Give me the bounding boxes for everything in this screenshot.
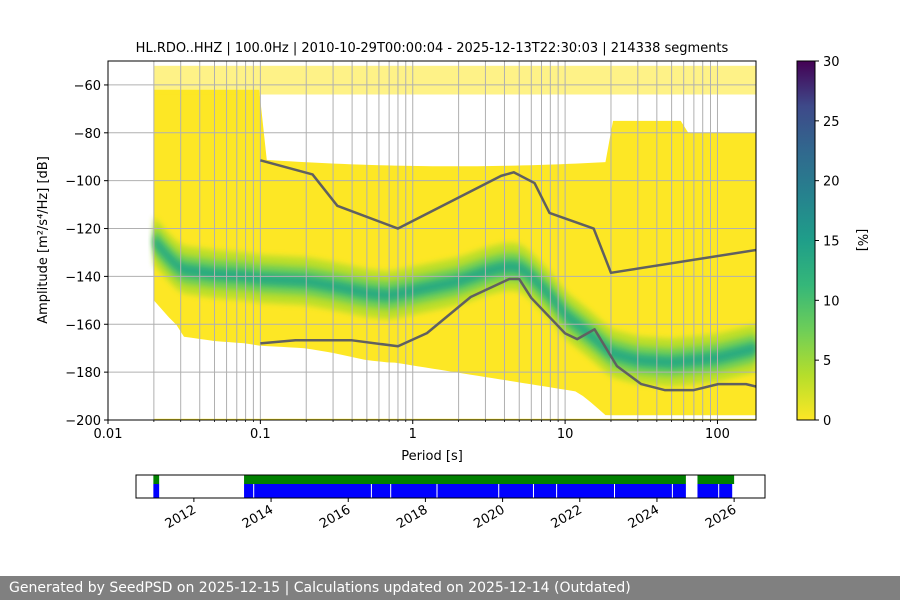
colorbar-tick-label: 30 — [823, 55, 840, 70]
x-axis-label: Period [s] — [401, 449, 463, 464]
y-tick-label: −180 — [65, 366, 101, 381]
colorbar-tick-label: 15 — [823, 235, 840, 250]
availability-segment-bottom — [153, 484, 160, 498]
timeline-tick-label: 2024 — [626, 502, 662, 532]
x-tick-label: 0.1 — [250, 427, 271, 442]
x-tick-label: 1 — [409, 427, 417, 442]
y-tick-label: −200 — [65, 414, 101, 429]
plot-area — [108, 61, 756, 420]
timeline-axis: 2012 2014 2016 2018 2020 2022 2024 2026 — [163, 498, 739, 532]
y-axis: −60 −80 −100 −120 −140 −160 −180 −200 — [65, 79, 108, 429]
chart-title: HL.RDO..HHZ | 100.0Hz | 2010-10-29T00:00… — [136, 41, 729, 56]
y-axis-label: Amplitude [m²/s⁴/Hz] [dB] — [36, 156, 51, 324]
density-band-2 — [153, 226, 756, 377]
psd-density — [153, 65, 756, 420]
timeline-tick-label: 2016 — [317, 502, 353, 532]
timeline-tick-label: 2018 — [394, 502, 430, 532]
y-tick-label: −120 — [65, 223, 101, 238]
availability-segment-top — [153, 475, 160, 484]
y-tick-label: −160 — [65, 318, 101, 333]
y-tick-label: −140 — [65, 270, 101, 285]
y-tick-label: −100 — [65, 175, 101, 190]
colorbar-tick-label: 5 — [823, 354, 831, 369]
availability-segment-bottom — [697, 484, 733, 498]
availability-timeline — [153, 475, 735, 498]
colorbar-tick-label: 20 — [823, 175, 840, 190]
x-axis: 0.01 0.1 1 10 100 — [94, 420, 730, 442]
y-tick-label: −60 — [74, 79, 101, 94]
plot-frame — [107, 60, 757, 421]
timeline-tick-label: 2014 — [240, 502, 276, 532]
high-noise-model-line — [260, 159, 756, 275]
timeline-tick-label: 2026 — [703, 502, 739, 532]
timeline-tick-label: 2012 — [163, 502, 199, 532]
timeline-tick-label: 2022 — [549, 502, 585, 532]
x-tick-label: 10 — [557, 427, 574, 442]
colorbar-tick-label: 25 — [823, 115, 840, 130]
timeline-tick-label: 2020 — [471, 502, 507, 532]
timeline-frame — [135, 474, 766, 499]
colorbar-tick-label: 0 — [823, 414, 831, 429]
availability-segment-top — [244, 475, 686, 484]
colorbar-ticks: 0 5 10 15 20 25 30 — [815, 55, 840, 429]
grid — [108, 61, 756, 420]
density-band-3 — [153, 233, 756, 370]
density-floor-line — [153, 418, 756, 420]
colorbar-label: [%] — [854, 229, 869, 252]
colorbar-tick-label: 10 — [823, 294, 840, 309]
y-tick-label: −80 — [74, 127, 101, 142]
footer: Generated by SeedPSD on 2025-12-15 | Cal… — [0, 576, 900, 600]
low-noise-model-line — [260, 277, 756, 392]
availability-segment-bottom — [244, 484, 686, 498]
x-tick-label: 0.01 — [94, 427, 123, 442]
x-tick-label: 100 — [705, 427, 730, 442]
colorbar — [796, 60, 816, 421]
availability-segment-top — [697, 475, 735, 484]
density-sparse-top — [153, 65, 756, 95]
